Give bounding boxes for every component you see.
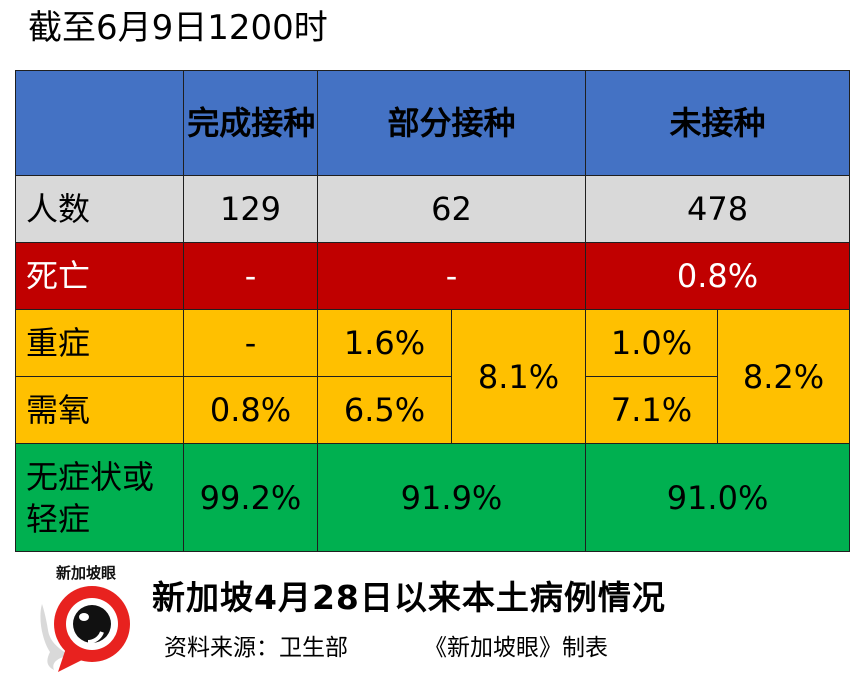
row-label-people: 人数 — [15, 175, 184, 243]
severe-unvaccinated: 1.0% — [585, 309, 719, 377]
asymptomatic-completed: 99.2% — [183, 443, 318, 552]
case-statistics-table: 完成接种 部分接种 未接种 人数 129 62 478 死亡 - - 0.8% … — [15, 70, 851, 552]
row-label-asymptomatic-text: 无症状或轻症 — [26, 457, 155, 538]
header-completed-label: 完成接种 — [187, 104, 316, 142]
footer-source: 资料来源：卫生部 — [164, 635, 348, 661]
header-unvaccinated: 未接种 — [585, 70, 851, 176]
combined-unvaccinated: 8.2% — [717, 309, 851, 444]
row-label-oxygen: 需氧 — [15, 376, 184, 444]
table-row-severe: 重症 - 1.6% 8.1% 1.0% 8.2% — [15, 309, 851, 444]
logo: 新加坡眼 — [36, 560, 146, 675]
death-unvaccinated: 0.8% — [585, 242, 851, 310]
asymptomatic-unvaccinated: 91.0% — [585, 443, 851, 552]
row-label-severe: 重症 — [15, 309, 184, 377]
death-partial: - — [316, 242, 587, 310]
footer-maker: 《新加坡眼》制表 — [424, 635, 608, 661]
footer-title: 新加坡4月28日以来本土病例情况 — [152, 578, 666, 617]
row-label-asymptomatic: 无症状或轻症 — [15, 443, 184, 552]
people-partial: 62 — [316, 175, 587, 243]
header-partial: 部分接种 — [316, 70, 587, 176]
row-label-death: 死亡 — [15, 242, 184, 310]
asymptomatic-partial: 91.9% — [316, 443, 587, 552]
table-row-oxygen: 需氧 0.8% 6.5% 7.1% — [15, 376, 850, 444]
people-unvaccinated: 478 — [585, 175, 851, 243]
oxygen-completed: 0.8% — [183, 376, 318, 444]
severe-partial: 1.6% — [317, 309, 452, 377]
oxygen-unvaccinated: 7.1% — [585, 376, 719, 444]
severe-completed: - — [183, 309, 318, 377]
logo-text: 新加坡眼 — [56, 564, 117, 582]
eye-speech-bubble-icon — [40, 586, 130, 672]
table-row-asymptomatic: 无症状或轻症 99.2% 91.9% 91.0% — [15, 443, 851, 552]
people-completed: 129 — [183, 175, 318, 243]
combined-partial: 8.1% — [450, 309, 587, 444]
table-row-people: 人数 129 62 478 — [15, 175, 851, 243]
header-completed: 完成接种 — [183, 70, 318, 176]
table-row-death: 死亡 - - 0.8% — [15, 242, 851, 310]
oxygen-partial: 6.5% — [317, 376, 452, 444]
death-completed: - — [183, 242, 318, 310]
header-corner-cell — [15, 70, 184, 176]
header-row: 完成接种 部分接种 未接种 — [15, 70, 851, 176]
page-title: 截至6月9日1200时 — [28, 8, 328, 48]
